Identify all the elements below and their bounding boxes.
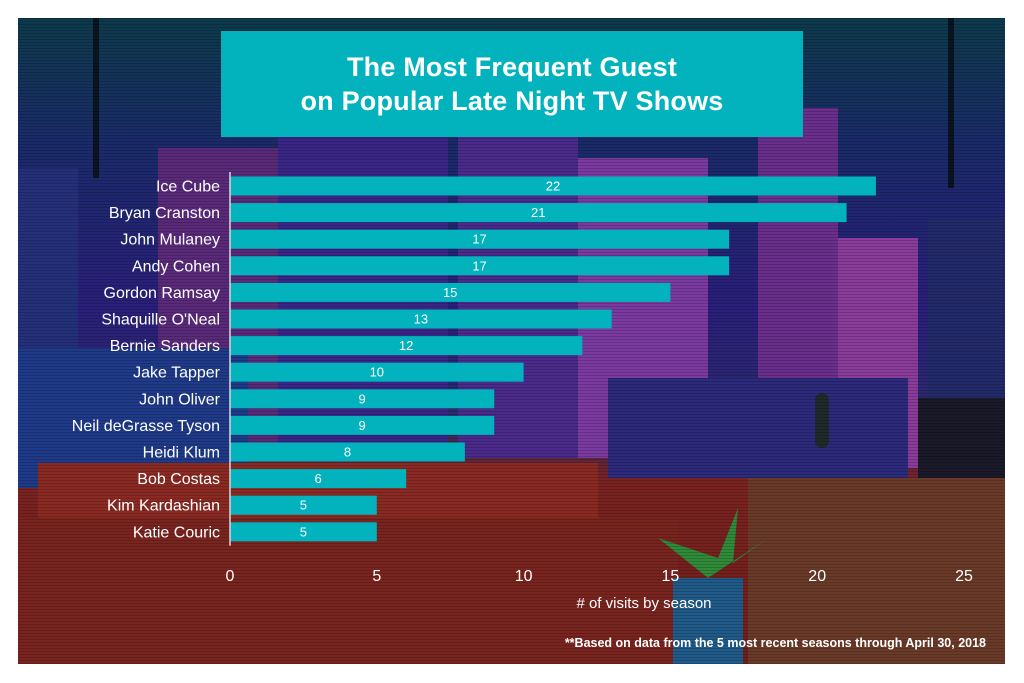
value-label: 21 <box>531 205 545 220</box>
category-label: Shaquille O'Neal <box>101 312 220 329</box>
value-label: 13 <box>414 312 428 327</box>
bar-john-mulaney <box>230 229 730 249</box>
bar-bernie-sanders <box>230 336 583 356</box>
value-label: 10 <box>370 365 384 380</box>
light-rig <box>948 18 954 188</box>
bar-john-oliver <box>230 389 495 409</box>
x-tick-label: 0 <box>226 568 235 585</box>
desk-microphone <box>815 393 829 448</box>
category-label: Jake Tapper <box>133 365 221 382</box>
bar-ice-cube <box>230 176 876 196</box>
bar-chart: Ice Cube Bryan Cranston John Mulaney Andy C… <box>72 172 973 612</box>
x-axis-ticks: 0 5 10 15 20 25 <box>226 568 973 585</box>
footnote: **Based on data from the 5 most recent s… <box>564 636 986 650</box>
bar-heidi-klum <box>230 442 465 462</box>
title-banner: The Most Frequent Guest on Popular Late … <box>221 31 803 137</box>
couch-seat <box>18 518 678 664</box>
bar-bryan-cranston <box>230 203 847 223</box>
value-label: 9 <box>359 418 366 433</box>
bar-andy-cohen <box>230 256 730 276</box>
category-labels: Ice Cube Bryan Cranston John Mulaney Andy C… <box>72 179 221 542</box>
value-label: 9 <box>359 391 366 406</box>
value-label: 5 <box>300 498 307 513</box>
category-label: Kim Kardashian <box>107 498 220 515</box>
category-label: Katie Couric <box>133 524 220 541</box>
value-label: 5 <box>300 524 307 539</box>
value-label: 17 <box>472 232 486 247</box>
late-night-studio-background <box>18 18 1005 664</box>
x-tick-label: 5 <box>372 568 381 585</box>
value-label: 22 <box>546 179 560 194</box>
x-axis-title: # of visits by season <box>576 595 711 612</box>
bar-bob-costas <box>230 469 407 489</box>
bar-gordon-ramsay <box>230 282 671 302</box>
category-label: Bob Costas <box>137 471 220 488</box>
category-label: Ice Cube <box>156 179 220 196</box>
x-tick-label: 25 <box>955 568 973 585</box>
category-label: John Mulaney <box>120 232 220 249</box>
category-label: Andy Cohen <box>132 258 220 275</box>
bar-kim-kardashian <box>230 495 377 515</box>
value-label: 6 <box>314 471 321 486</box>
x-tick-label: 10 <box>515 568 533 585</box>
category-label: Bernie Sanders <box>110 338 220 355</box>
skyline-building <box>608 378 908 478</box>
plant-pot <box>673 578 743 664</box>
chart-title-line-2: on Popular Late Night TV Shows <box>300 86 724 116</box>
value-label: 15 <box>443 285 457 300</box>
bars <box>230 176 876 542</box>
bar-neil-degrasse-tyson <box>230 415 495 435</box>
bar-jake-tapper <box>230 362 524 382</box>
chair <box>918 398 1005 478</box>
x-tick-label: 20 <box>808 568 826 585</box>
plant-leaves <box>658 508 768 578</box>
category-label: Heidi Klum <box>143 445 220 462</box>
value-label: 12 <box>399 338 413 353</box>
bar-katie-couric <box>230 522 377 542</box>
value-label: 8 <box>344 445 351 460</box>
category-label: John Oliver <box>139 391 221 408</box>
value-label: 17 <box>472 258 486 273</box>
poster: The Most Frequent Guest on Popular Late … <box>18 18 1005 664</box>
x-tick-label: 15 <box>662 568 680 585</box>
category-label: Bryan Cranston <box>109 205 220 222</box>
light-rig <box>93 18 99 178</box>
category-label: Neil deGrasse Tyson <box>72 418 220 435</box>
category-label: Gordon Ramsay <box>104 285 221 302</box>
desk <box>748 478 1005 664</box>
chart-title-line-1: The Most Frequent Guest <box>346 52 678 82</box>
bar-shaquille-o-neal <box>230 309 612 329</box>
